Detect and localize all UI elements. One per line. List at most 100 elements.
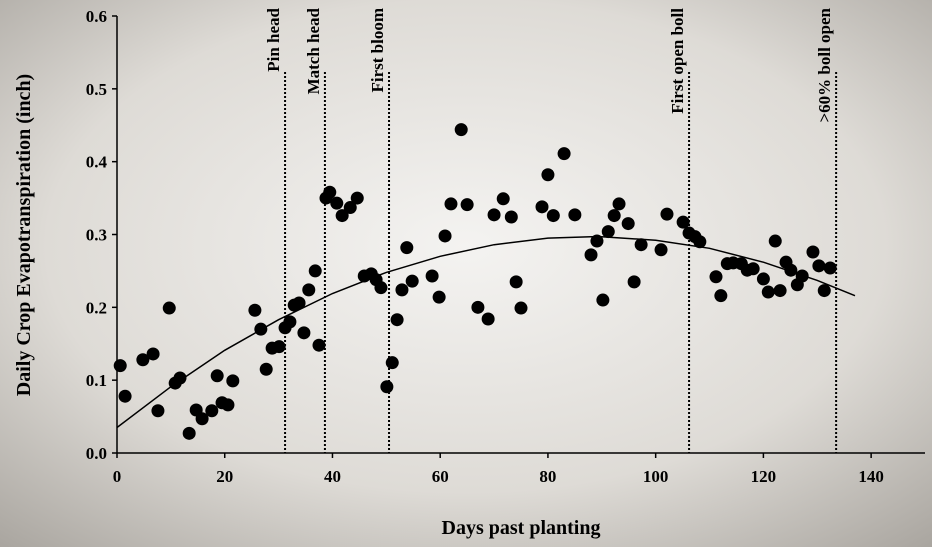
data-point [297, 326, 311, 340]
data-point [390, 313, 404, 327]
data-point [350, 191, 364, 205]
data-point [425, 269, 439, 283]
x-tick-label: 60 [432, 467, 449, 486]
annotation-label: Match head [304, 7, 323, 94]
data-point [400, 241, 414, 255]
data-point [676, 215, 690, 229]
data-point [546, 209, 560, 223]
data-point [693, 235, 707, 249]
data-point [335, 209, 349, 223]
data-point [514, 301, 528, 315]
y-tick-label: 0.2 [86, 298, 107, 317]
data-point [438, 229, 452, 243]
data-point [714, 289, 728, 303]
data-point [210, 369, 224, 383]
data-point [812, 259, 826, 273]
data-point [709, 270, 723, 284]
data-point [509, 275, 523, 289]
data-point [113, 359, 127, 373]
data-point [487, 208, 501, 222]
data-point [283, 315, 297, 329]
annotation-label: First bloom [368, 8, 387, 93]
y-tick-label: 0.0 [86, 444, 107, 463]
data-point [272, 340, 286, 354]
annotation-label: First open boll [668, 8, 687, 114]
y-tick-label: 0.5 [86, 80, 107, 99]
data-point [612, 197, 626, 211]
data-point [768, 234, 782, 248]
data-point [557, 147, 571, 161]
data-point [756, 272, 770, 286]
data-point [162, 301, 176, 315]
data-point [621, 217, 635, 231]
data-point [248, 303, 262, 317]
data-point [823, 261, 837, 275]
y-tick-label: 0.4 [86, 153, 108, 172]
data-point [627, 275, 641, 289]
data-point [151, 404, 165, 418]
data-point [535, 200, 549, 214]
data-point [773, 284, 787, 298]
x-tick-label: 140 [858, 467, 884, 486]
data-point [374, 281, 388, 295]
data-point [590, 234, 604, 248]
data-point [806, 245, 820, 259]
data-point [312, 338, 326, 352]
x-tick-label: 0 [113, 467, 122, 486]
x-tick-label: 80 [539, 467, 556, 486]
data-point [182, 426, 196, 440]
data-point [308, 264, 322, 278]
data-point [541, 168, 555, 182]
data-point [761, 285, 775, 299]
data-point [817, 284, 831, 298]
data-point [481, 312, 495, 326]
data-point [746, 262, 760, 276]
x-tick-label: 100 [643, 467, 669, 486]
data-point [496, 192, 510, 206]
data-point [405, 274, 419, 288]
x-axis-title: Days past planting [442, 517, 601, 539]
data-point [226, 374, 240, 388]
data-point [195, 412, 209, 426]
data-point [221, 398, 235, 412]
x-tick-label: 40 [324, 467, 341, 486]
data-point [118, 389, 132, 403]
data-point [568, 208, 582, 222]
x-tick-label: 120 [751, 467, 777, 486]
data-point [385, 356, 399, 370]
x-tick-label: 20 [216, 467, 233, 486]
data-point [302, 283, 316, 297]
y-tick-label: 0.6 [86, 7, 107, 26]
data-point [596, 293, 610, 307]
data-point [460, 198, 474, 212]
data-point [343, 201, 357, 215]
data-point [584, 248, 598, 262]
annotation-label: >60% boll open [815, 7, 834, 122]
data-point [601, 225, 615, 239]
data-point [136, 353, 150, 367]
y-tick-label: 0.1 [86, 371, 107, 390]
data-point [292, 296, 306, 310]
data-point [471, 300, 485, 314]
trendline [116, 235, 856, 429]
data-point [444, 197, 458, 211]
data-point [454, 123, 468, 137]
y-axis-title: Daily Crop Evapotranspiration (inch) [13, 74, 35, 396]
data-point [432, 290, 446, 304]
data-point [504, 210, 518, 224]
data-point [330, 196, 344, 210]
data-point [660, 207, 674, 221]
data-point [784, 263, 798, 277]
data-point [173, 371, 187, 385]
annotation-label: Pin head [264, 7, 283, 71]
data-point [323, 185, 337, 199]
data-point [634, 238, 648, 252]
data-point [395, 283, 409, 297]
data-point [259, 362, 273, 376]
data-point [607, 209, 621, 223]
y-tick-label: 0.3 [86, 226, 107, 245]
data-point [654, 243, 668, 257]
